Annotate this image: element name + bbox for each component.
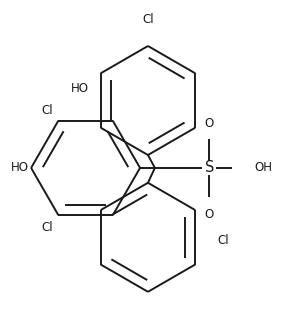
Text: O: O <box>205 117 214 130</box>
Text: HO: HO <box>11 161 29 175</box>
Text: O: O <box>205 208 214 220</box>
Text: Cl: Cl <box>41 104 53 117</box>
Text: Cl: Cl <box>142 13 154 26</box>
Text: Cl: Cl <box>217 234 229 247</box>
Text: S: S <box>205 160 214 175</box>
Text: OH: OH <box>254 161 272 175</box>
Text: HO: HO <box>71 82 88 95</box>
Text: Cl: Cl <box>41 221 53 234</box>
